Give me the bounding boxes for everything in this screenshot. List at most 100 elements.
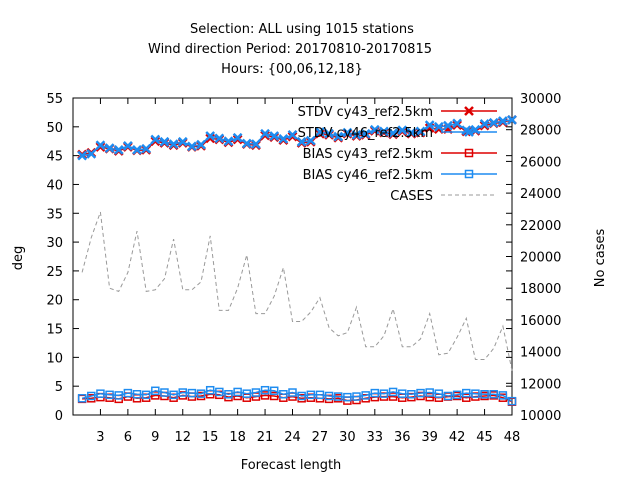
series-1-point-stroke-b: [205, 131, 216, 141]
series-3-point: [114, 391, 123, 400]
series-3-point: [260, 385, 270, 395]
series-3-point: [315, 390, 325, 400]
series-1-point: [196, 139, 206, 150]
series-1-point: [223, 136, 234, 147]
x-tick-label: 9: [151, 430, 159, 445]
series-3-point: [471, 389, 480, 398]
y2-tick-label: 10000: [520, 409, 561, 424]
y2-tick-label: 20000: [520, 251, 561, 266]
series-1-point-stroke-b: [278, 134, 289, 144]
series-3-point: [370, 388, 380, 398]
series-1-point: [132, 144, 142, 155]
series-1-point: [278, 134, 289, 144]
y-tick-label: 35: [46, 207, 63, 222]
series-1-point: [424, 120, 435, 130]
y-tick-label: 30: [46, 236, 63, 251]
series-3-point: [160, 388, 169, 397]
series-1-point: [122, 140, 133, 151]
title-line-2: Wind direction Period: 20170810-20170815: [148, 42, 432, 57]
series-1-point-stroke-b: [333, 131, 344, 142]
series-1-point: [241, 138, 252, 149]
series-1-point-stroke-b: [122, 140, 133, 151]
series-1-point: [168, 139, 179, 149]
series-3-point: [452, 390, 462, 400]
series-3-point: [434, 389, 444, 398]
series-1-point-stroke-b: [150, 134, 161, 145]
series-3-point: [169, 390, 178, 400]
x-tick-label: 18: [229, 430, 246, 445]
series-1-point: [86, 149, 97, 159]
series-1-point-stroke-b: [223, 136, 234, 147]
y-axis: 0 5 10 15 20 25 30 35 40 45 50 55: [46, 92, 512, 424]
series-3-point: [379, 389, 389, 398]
series-3-point: [361, 391, 370, 400]
x-tick-label: 39: [421, 430, 438, 445]
series-3-point: [352, 392, 361, 401]
series-layer: [77, 115, 517, 406]
series-3-point: [77, 394, 87, 403]
series-1-point: [251, 139, 261, 149]
series-3-point: [279, 390, 288, 399]
series-1-point: [351, 130, 362, 140]
series-0-point: [205, 133, 216, 144]
legend: STDV cy43_ref2.5km STDV cy46_ref2.5km BIAS…: [298, 105, 497, 204]
series-2-point: [388, 392, 398, 401]
y-tick-label: 40: [46, 178, 63, 193]
title-line-3: Hours: {00,06,12,18}: [221, 62, 363, 77]
series-1-point-stroke-b: [177, 136, 188, 147]
x-tick-label: 15: [202, 430, 219, 445]
series-3-point: [288, 388, 297, 397]
series-1-point: [379, 126, 389, 137]
y-axis-label: deg: [11, 246, 26, 271]
series-3-point: [96, 389, 105, 398]
series-1-point: [287, 130, 298, 140]
series-1-point: [397, 125, 408, 136]
series-1-point-stroke-b: [452, 118, 463, 129]
series-3-point: [443, 391, 453, 401]
series-1-point-stroke-b: [287, 130, 298, 140]
legend-marker-1-stroke-b: [464, 127, 474, 137]
series-3-point: [306, 390, 316, 400]
series-1-point-stroke-b: [388, 128, 398, 139]
y2-tick-label: 28000: [520, 124, 561, 139]
x-tick-label: 24: [284, 430, 301, 445]
series-3-point: [187, 388, 197, 398]
series-1-point: [333, 131, 344, 142]
x-tick-label: 30: [339, 430, 356, 445]
legend-label-0: STDV cy43_ref2.5km: [298, 105, 433, 120]
series-1-point-stroke-b: [214, 133, 225, 144]
series-1-point: [315, 127, 325, 137]
series-3-point: [215, 387, 224, 397]
series-1-point-stroke-b: [415, 126, 426, 137]
series-1-point-stroke-b: [104, 143, 115, 154]
y-tick-label: 25: [46, 265, 63, 280]
series-3-point: [178, 388, 187, 397]
x-axis: 3 6 9 12 15 18 21 24 27 30 33 36 39 42 45 48: [96, 98, 520, 445]
y2-axis: 10000 12000 14000 16000 18000 20000 22000 24000…: [506, 92, 561, 424]
series-3-point: [105, 390, 114, 400]
plot-frame: [72, 97, 513, 416]
series-3-point: [242, 389, 252, 398]
x-tick-label: 6: [124, 430, 132, 445]
legend-label-1: STDV cy46_ref2.5km: [298, 126, 433, 141]
series-1-point: [77, 150, 88, 161]
legend-label-2: BIAS cy43_ref2.5km: [303, 147, 433, 162]
series-3-point: [269, 386, 279, 396]
series-1-point: [232, 132, 243, 143]
series-1-point: [479, 119, 490, 129]
series-1-point-stroke-b: [187, 141, 197, 152]
series-3-point: [416, 388, 425, 398]
series-1-point-stroke-b: [86, 149, 97, 159]
series-1-point-stroke-b: [269, 131, 280, 141]
x-tick-label: 36: [394, 430, 411, 445]
x-tick-label: 27: [312, 430, 329, 445]
legend-marker-2: [464, 148, 474, 158]
legend-marker-0: [464, 106, 474, 116]
series-1-point-stroke-b: [507, 115, 517, 125]
series-3-point: [196, 389, 206, 398]
y2-tick-label: 18000: [520, 282, 561, 297]
x-tick-label: 48: [504, 430, 521, 445]
series-2-point: [260, 391, 270, 400]
series-3-point: [297, 391, 306, 401]
